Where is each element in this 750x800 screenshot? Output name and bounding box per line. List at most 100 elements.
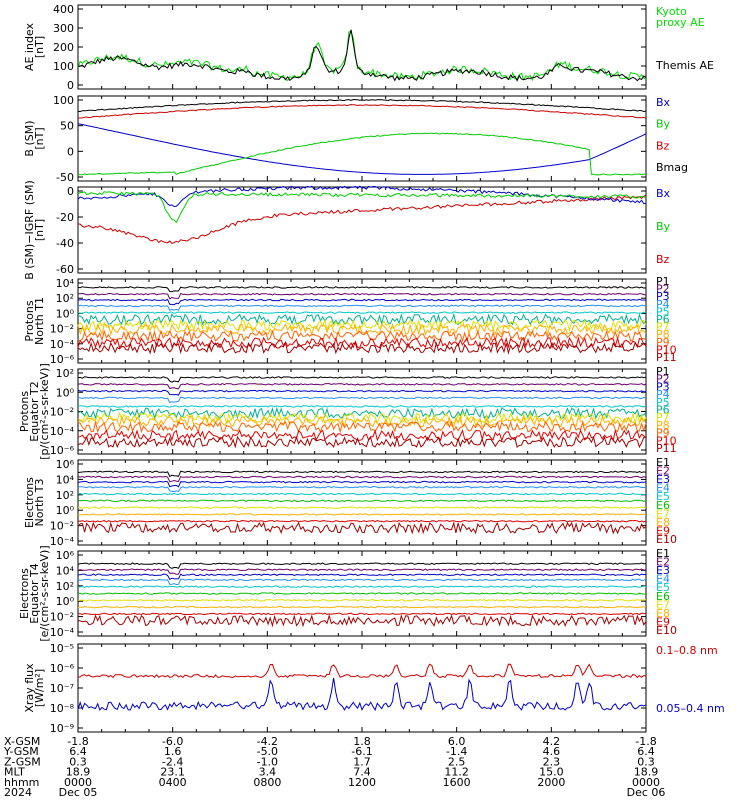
series-channel-2 xyxy=(77,475,647,483)
series-channel-7 xyxy=(77,318,647,333)
legend-label: Bmag xyxy=(656,161,688,174)
series-channel-5 xyxy=(77,311,647,314)
series-channel-5 xyxy=(78,585,647,588)
legend-label: Bz xyxy=(656,139,670,152)
x-row-label: Y-GSM xyxy=(3,745,39,758)
series-xray-long xyxy=(77,663,647,679)
legend-label: E1 xyxy=(656,456,670,469)
y-tick-label: 10² xyxy=(56,489,74,502)
series-channel-1 xyxy=(77,286,647,293)
legend-label: E3 xyxy=(656,564,670,577)
panel-2: 100 50 0 -50 B (SM)[nT] Bx By Bz Bmag xyxy=(23,94,688,184)
x-row-value: 1600 xyxy=(443,776,471,789)
legend-label: E3 xyxy=(656,473,670,486)
series-channel-6 xyxy=(77,592,646,595)
x-row-value: 1.7 xyxy=(353,755,371,768)
legend-label: E8 xyxy=(656,516,670,529)
y-tick-label: 100 xyxy=(53,94,74,107)
panel-frame xyxy=(77,186,647,274)
x-row-value: Dec 06 xyxy=(627,786,666,799)
x-row-value: 11.2 xyxy=(444,766,469,779)
series-bz-igrf xyxy=(77,194,647,244)
legend-label: P6 xyxy=(656,404,670,417)
y-tick-label: 10⁻⁵ xyxy=(50,642,74,655)
x-row-value: Dec 05 xyxy=(59,786,98,799)
series-channel-2 xyxy=(77,383,647,390)
series-channel-4 xyxy=(77,304,647,311)
y-tick-label: 10² xyxy=(56,292,74,305)
legend-label: 0.1–0.8 nm xyxy=(656,644,718,657)
x-row-value: -1.0 xyxy=(257,755,278,768)
legend-label: P8 xyxy=(656,328,670,341)
x-row-value: 6.0 xyxy=(448,735,466,748)
y-tick-label: 10⁻⁶ xyxy=(50,662,75,675)
series-channel-10 xyxy=(77,521,647,535)
series-channel-5 xyxy=(77,405,647,408)
y-tick-label: 10⁻² xyxy=(50,406,74,419)
x-row-value: -6.0 xyxy=(162,735,183,748)
series-channel-5 xyxy=(78,492,647,496)
legend-label: E2 xyxy=(656,556,670,569)
series-channel-9 xyxy=(77,519,647,523)
x-row-value: 15.0 xyxy=(539,766,564,779)
legend-label: E6 xyxy=(656,590,670,603)
panel-3: 0 -20 -40 -60 B (SM)−IGRF (SM)[nT] Bx By Bz xyxy=(23,180,671,280)
series-channel-2 xyxy=(77,292,647,300)
legend-label: Themis AE xyxy=(655,59,714,72)
legend-label: P1 xyxy=(656,275,670,288)
y-axis-label: Equator T2 xyxy=(28,381,41,441)
series-channel-10 xyxy=(77,428,647,442)
legend-label: P8 xyxy=(656,419,670,432)
y-tick-label: 10⁻⁸ xyxy=(50,702,75,715)
y-axis-label: Protons xyxy=(18,391,31,432)
panel-frame xyxy=(77,643,647,733)
x-row-value: 2000 xyxy=(537,776,565,789)
x-row-value: -6.1 xyxy=(351,745,372,758)
y-tick-label: -50 xyxy=(56,171,74,184)
legend-label: E4 xyxy=(656,482,670,495)
x-row-value: 1.8 xyxy=(353,735,371,748)
x-row-value: -4.2 xyxy=(257,735,278,748)
series-channel-1 xyxy=(77,470,647,478)
legend-label: E4 xyxy=(656,573,670,586)
x-row-label: Z-GSM xyxy=(4,755,41,768)
y-tick-label: 10⁻⁴ xyxy=(50,425,75,438)
y-axis-label: AE index xyxy=(23,22,36,71)
y-tick-label: -60 xyxy=(56,263,74,276)
y-tick-label: 10⁻⁷ xyxy=(50,682,74,695)
legend-label: Bx xyxy=(656,187,671,200)
y-axis-label: [nT] xyxy=(33,219,46,241)
series-channel-4 xyxy=(77,485,647,493)
y-axis-label: [p/(cm²-s-sr-keV)] xyxy=(38,363,51,460)
series-channel-3 xyxy=(77,480,647,488)
y-tick-label: 10⁶ xyxy=(56,458,75,471)
series-channel-8 xyxy=(77,415,647,429)
x-row-value: 3.4 xyxy=(259,766,277,779)
y-tick-label: 100 xyxy=(53,60,74,73)
x-row-value: 4.6 xyxy=(543,745,561,758)
y-axis-label: [nT] xyxy=(33,36,46,58)
series-xray-short xyxy=(77,677,647,712)
series-channel-11 xyxy=(77,341,647,355)
x-row-value: 1.6 xyxy=(164,745,182,758)
x-row-value: 0.3 xyxy=(69,755,87,768)
y-tick-label: 10⁻⁶ xyxy=(50,444,75,457)
legend-label: P3 xyxy=(656,290,670,303)
legend-label: P2 xyxy=(656,373,670,386)
legend-label: E10 xyxy=(656,533,677,546)
y-axis-label: B (SM)−IGRF (SM) xyxy=(23,180,36,280)
x-row-value: -1.8 xyxy=(635,735,656,748)
series-channel-9 xyxy=(77,612,647,616)
y-tick-label: 10² xyxy=(56,367,74,380)
legend-label: E5 xyxy=(656,581,670,594)
x-row-value: 0000 xyxy=(64,776,92,789)
series-channel-8 xyxy=(77,513,647,516)
legend-label: P10 xyxy=(656,343,677,356)
series-channel-1 xyxy=(77,562,647,569)
legend-label: E2 xyxy=(656,465,670,478)
legend-label: P2 xyxy=(656,283,670,296)
legend-label: P1 xyxy=(656,365,670,378)
legend-label: 0.05–0.4 nm xyxy=(656,702,725,715)
series-themis-ae xyxy=(77,29,647,82)
